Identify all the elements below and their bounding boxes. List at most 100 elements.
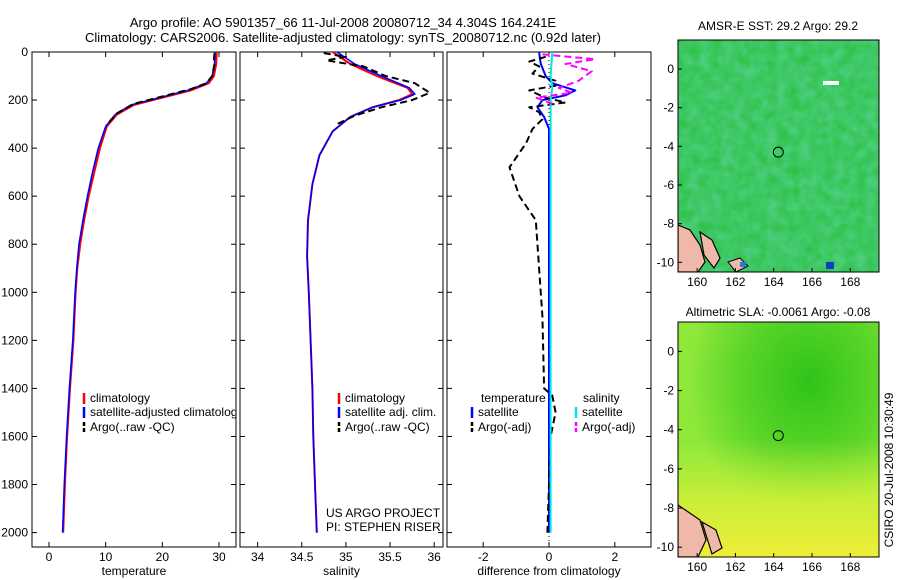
y-tick-label: 1000 <box>1 285 28 299</box>
series-line-satellite <box>306 51 416 533</box>
x-axis-label: salinity <box>323 564 360 578</box>
x-tick-label: 168 <box>840 275 860 289</box>
y-tick-label: 400 <box>8 141 28 155</box>
land-patch <box>727 257 749 272</box>
legend-label: satellite-adjusted climatology <box>90 405 243 419</box>
legend-label: Argo(..raw -QC) <box>345 420 430 434</box>
axes-frame <box>239 51 444 548</box>
land-patch <box>678 224 706 272</box>
sst-map-panel: AMSR-E SST: 29.2 Argo: 29.2 160 162 164 166… <box>657 19 880 289</box>
title-line-1: Argo profile: AO 5901357_66 11-Jul-2008 … <box>130 15 557 30</box>
series-line-salinity-satellite <box>549 51 554 533</box>
y-tick-label: -8 <box>663 217 674 231</box>
y-tick-label: 2000 <box>1 526 28 540</box>
y-tick-label: 0 <box>21 45 28 59</box>
y-tick-label: 0 <box>667 62 674 76</box>
sla-map-title: Altimetric SLA: -0.0061 Argo: -0.08 <box>686 305 871 319</box>
series-line-satellite <box>61 51 216 533</box>
legend-label: Argo(-adj) <box>478 420 531 434</box>
y-tick-label: -4 <box>663 139 674 153</box>
float-position-marker <box>772 146 784 158</box>
sla-map-panel: Altimetric SLA: -0.0061 Argo: -0.08 160 1… <box>657 305 880 574</box>
x-tick-label: 2 <box>611 550 618 564</box>
y-tick-label: -2 <box>663 384 674 398</box>
legend-label: climatology <box>90 391 150 405</box>
axes-frame <box>31 51 237 548</box>
annotation-text: PI: STEPHEN RISER <box>326 520 441 534</box>
y-tick-label: -2 <box>663 101 674 115</box>
salinity-panel: 34 34.5 35 35.5 36 salinity climatologysatelli… <box>239 51 444 578</box>
x-tick-label: 35.5 <box>378 550 402 564</box>
y-tick-label: 1600 <box>1 429 28 443</box>
legend-label: satellite <box>582 405 623 419</box>
legend-label: Argo(-adj) <box>582 420 635 434</box>
series-line-climatology <box>62 51 218 533</box>
y-tick-label: 1800 <box>1 478 28 492</box>
x-tick-label: 162 <box>725 275 745 289</box>
series-line-temperature-satellite <box>536 51 577 533</box>
y-tick-label: 0 <box>667 344 674 358</box>
y-tick-label: 1400 <box>1 381 28 395</box>
x-tick-label: 0 <box>46 550 53 564</box>
legend-header: salinity <box>583 391 620 405</box>
y-tick-label: -10 <box>657 540 675 554</box>
y-tick-label: -6 <box>663 178 674 192</box>
x-axis-label: temperature <box>102 564 167 578</box>
annotation-text: US ARGO PROJECT <box>326 506 441 520</box>
x-tick-label: 34 <box>251 550 265 564</box>
float-position-marker <box>772 430 784 442</box>
sst-cold-pixel <box>740 262 746 267</box>
x-tick-label: 166 <box>802 275 822 289</box>
y-tick-label: 200 <box>8 93 28 107</box>
x-tick-label: 36 <box>427 550 441 564</box>
sst-missing-pixel <box>823 81 839 85</box>
legend-label: satellite <box>478 405 519 419</box>
legend-label: satellite adj. clim. <box>345 405 436 419</box>
series-line-climatology <box>306 51 414 533</box>
sst-texture <box>678 40 879 272</box>
map-frame <box>677 39 880 273</box>
x-tick-label: 34.5 <box>290 550 314 564</box>
sla-map-axes: 160 162 164 166 168 0 -2 -4 -6 -8 -10 <box>657 321 880 574</box>
x-tick-label: 20 <box>156 550 170 564</box>
x-tick-label: 160 <box>687 275 707 289</box>
x-tick-label: 160 <box>687 560 707 574</box>
y-tick-label: 800 <box>8 237 28 251</box>
x-tick-label: 0 <box>546 550 553 564</box>
y-tick-label: 600 <box>8 189 28 203</box>
series-line-argo <box>105 53 216 126</box>
credit-label: CSIRO 20-Jul-2008 10:30:49 <box>882 392 896 547</box>
y-tick-label: -6 <box>663 462 674 476</box>
legend-label: climatology <box>345 391 405 405</box>
sst-map-title: AMSR-E SST: 29.2 Argo: 29.2 <box>698 19 858 33</box>
land-patch <box>700 520 723 555</box>
x-tick-label: 30 <box>212 550 226 564</box>
y-tick-label: 1200 <box>1 333 28 347</box>
x-tick-label: 164 <box>764 275 784 289</box>
legend: temperature salinitysatelliteArgo(-adj)sa… <box>470 391 635 434</box>
sst-map-axes: 160 162 164 166 168 0 -2 -4 -6 -8 -10 <box>657 39 880 289</box>
series-line-argo <box>323 52 431 126</box>
x-tick-label: -2 <box>478 550 489 564</box>
land-patch <box>699 230 721 270</box>
map-frame <box>677 321 880 558</box>
x-tick-label: 162 <box>725 560 745 574</box>
y-tick-label: -10 <box>657 255 675 269</box>
legend-header: temperature <box>481 391 546 405</box>
y-tick-label: -4 <box>663 423 674 437</box>
x-axis-label: difference from climatology <box>477 564 620 578</box>
land-patch <box>678 504 707 557</box>
x-tick-label: 164 <box>764 560 784 574</box>
x-tick-label: 35 <box>339 550 353 564</box>
sst-cold-pixel <box>826 262 834 269</box>
legend-label: Argo(..raw -QC) <box>90 420 175 434</box>
x-tick-label: 166 <box>802 560 822 574</box>
series-line-temperature-argo <box>508 55 567 533</box>
title-line-2: Climatology: CARS2006. Satellite-adjuste… <box>85 30 601 45</box>
temperature-panel: 0 10 20 30 temperature 0 200 400 600 800 1000 1200 1… <box>1 45 243 578</box>
x-tick-label: 168 <box>840 560 860 574</box>
